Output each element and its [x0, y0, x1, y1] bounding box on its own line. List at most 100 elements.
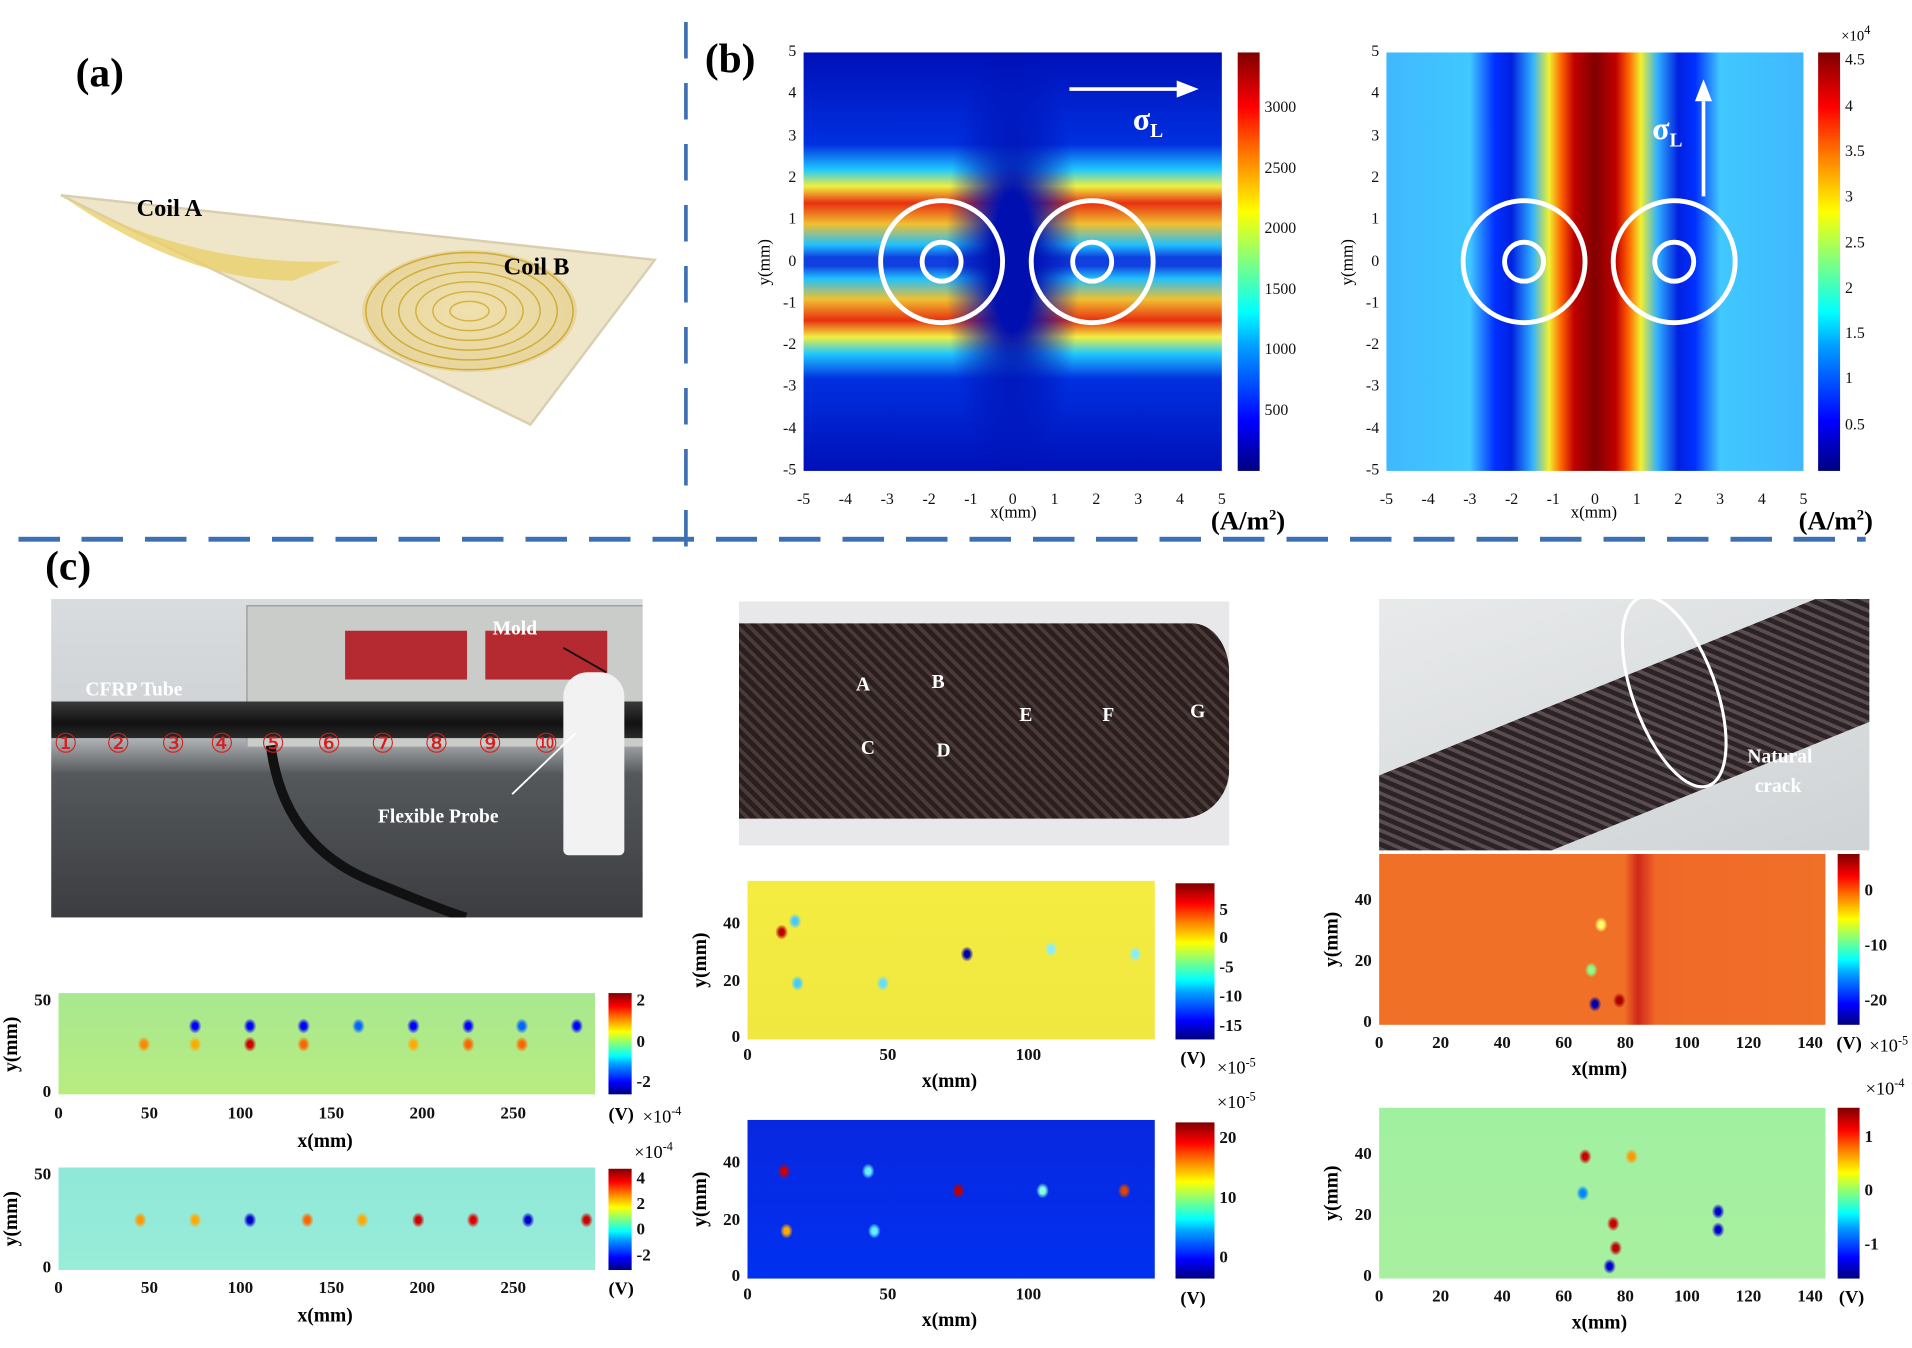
anomaly-mark [243, 1212, 256, 1228]
photo-natural-crack: Natural crack [1379, 599, 1870, 851]
cfrp-plate [738, 623, 1230, 819]
colorbar-tick-label: 10 [1219, 1189, 1237, 1208]
colorbar-exponent: ×10-4 [1865, 1077, 1905, 1100]
y-axis-label: y(mm) [1338, 238, 1358, 285]
y-axis-label: y(mm) [1, 1016, 22, 1072]
photo-cfrp-plate-defects: A B C D E F G [738, 601, 1230, 846]
x-tick-label: 0 [54, 1105, 63, 1124]
x-tick-label: -4 [838, 489, 853, 508]
unit-close: ) [1276, 505, 1286, 536]
anomaly-mark [1588, 996, 1601, 1011]
y-tick-label: 20 [723, 1210, 741, 1230]
x-tick-label: 5 [1799, 489, 1808, 508]
y-tick-label: 20 [1354, 1206, 1372, 1225]
anomaly-mark [1044, 941, 1057, 957]
circled-number-marker: ④ [209, 728, 234, 759]
defect-point-label: E [1019, 705, 1033, 726]
anomaly-mark [952, 1183, 965, 1199]
x-tick-label: -3 [1463, 489, 1477, 508]
colorbar-tick-label: 20 [1219, 1129, 1237, 1148]
x-tick-label: 140 [1797, 1034, 1823, 1053]
y-tick-label: 0 [731, 1267, 741, 1286]
y-tick-label: 0 [1371, 250, 1380, 270]
x-tick-label: -1 [1546, 489, 1560, 508]
heatmap-c2 [58, 1167, 596, 1271]
y-tick-label: 40 [723, 1154, 741, 1173]
anomaly-mark [188, 1212, 202, 1228]
anomaly-mark [1579, 1149, 1592, 1164]
x-tick-label: 50 [879, 1046, 897, 1066]
y-tick-label: 2 [788, 167, 797, 186]
anomaly-mark [789, 913, 802, 928]
y-tick-label: 50 [34, 991, 52, 1010]
y-tick-label: 0 [42, 1259, 52, 1278]
colorbar-unit: (V) [608, 1105, 634, 1125]
flexible-probe-label: Flexible Probe [378, 806, 499, 828]
colorbar-tick-label: 2000 [1264, 218, 1297, 238]
anomaly-mark [461, 1018, 474, 1034]
exponent-superscript: -5 [1897, 1034, 1909, 1048]
y-tick-label: 4 [1371, 83, 1380, 102]
circled-number-marker: ⑨ [478, 728, 503, 759]
y-tick-label: 5 [1371, 41, 1380, 60]
colorbar-tick-label: 3000 [1264, 98, 1297, 117]
x-tick-label: -5 [1379, 489, 1394, 508]
x-tick-label: -3 [880, 489, 894, 508]
unit-superscript: 2 [1856, 505, 1865, 523]
colorbar-tick-label: 0 [1864, 1182, 1873, 1201]
x-axis-label: x(mm) [1570, 503, 1618, 523]
anomaly-mark [1610, 1240, 1623, 1256]
colorbar-exponent: ×10-5 [1216, 1056, 1256, 1079]
y-tick-label: 5 [788, 41, 797, 60]
x-tick-label: 150 [318, 1279, 345, 1299]
colorbar-exponent: ×10-5 [1216, 1090, 1256, 1113]
natural-crack-label-2: crack [1754, 775, 1802, 797]
x-tick-label: 60 [1555, 1034, 1573, 1053]
colorbar-tick-label: 1000 [1264, 339, 1297, 358]
y-axis-label: y(mm) [1, 1191, 22, 1247]
defect-point-label: C [860, 738, 875, 759]
y-tick-label: 40 [723, 915, 741, 934]
x-tick-label: 2 [1674, 489, 1683, 508]
colorbar-tick-label: 1500 [1264, 279, 1297, 298]
defect-point-label: G [1190, 701, 1206, 723]
x-tick-label: 50 [879, 1285, 897, 1305]
circled-number-marker: ⑥ [317, 728, 342, 759]
x-tick-label: 4 [1176, 489, 1184, 508]
anomaly-mark [1603, 1259, 1617, 1274]
anomaly-mark [960, 947, 973, 962]
y-tick-label: -4 [783, 418, 797, 437]
anomaly-mark [188, 1018, 202, 1034]
colorbar-tick-label: 3 [1844, 187, 1853, 206]
x-tick-label: 50 [140, 1279, 158, 1299]
y-axis-label: y(mm) [1321, 911, 1343, 968]
colorbar-tick-label: 1 [1844, 368, 1853, 388]
colorbar-tick-label: 3.5 [1844, 141, 1865, 160]
y-tick-label: -4 [1365, 418, 1380, 437]
natural-crack-label-1: Natural [1747, 746, 1813, 768]
x-tick-label: 40 [1493, 1288, 1511, 1307]
x-tick-label: 0 [1374, 1034, 1384, 1053]
circled-number-marker: ③ [160, 728, 186, 759]
y-tick-label: 50 [34, 1165, 52, 1185]
anomaly-mark [867, 1223, 880, 1238]
y-tick-label: 3 [788, 125, 797, 144]
exponent-superscript: 4 [1864, 24, 1871, 38]
colorbar-tick-label: 0 [636, 1032, 646, 1052]
sigma-l-label: σL [1132, 101, 1164, 142]
y-tick-label: -5 [783, 459, 797, 479]
anomaly-mark [1625, 1149, 1638, 1164]
circled-number-marker: ⑤ [260, 728, 286, 759]
y-tick-label: -1 [783, 292, 797, 311]
cfrp-tube [51, 701, 643, 739]
x-tick-label: -5 [796, 489, 811, 508]
anomaly-mark [412, 1212, 425, 1228]
anomaly-mark [137, 1037, 151, 1052]
y-axis-label: y(mm) [756, 238, 775, 285]
anomaly-mark [1606, 1216, 1620, 1231]
unit-superscript: 2 [1268, 505, 1277, 523]
colorbar-tick-label: 4 [636, 1170, 646, 1189]
colorbar [1237, 52, 1260, 471]
colorbar-tick-label: -5 [1219, 959, 1234, 978]
anomaly-mark [521, 1212, 534, 1228]
